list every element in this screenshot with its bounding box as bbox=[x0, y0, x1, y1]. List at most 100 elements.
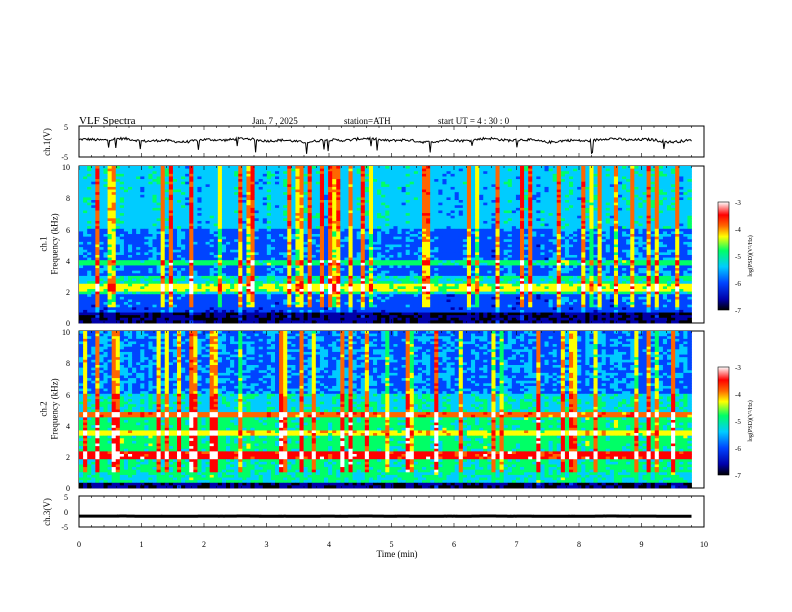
spectrogram-cell bbox=[246, 171, 251, 175]
spectrogram-cell bbox=[311, 168, 317, 172]
spectrogram-cell bbox=[279, 223, 284, 227]
spectrogram-cell bbox=[613, 186, 619, 190]
spectrogram-cell bbox=[495, 215, 500, 219]
spectrogram-cell bbox=[609, 205, 615, 209]
spectrogram-cell bbox=[654, 166, 660, 170]
spectrogram-cell bbox=[634, 166, 639, 170]
spectrogram-cell bbox=[475, 218, 480, 222]
spectrogram-cell bbox=[569, 210, 574, 214]
spectrogram-cell bbox=[99, 194, 104, 198]
spectrogram-cell bbox=[417, 202, 423, 206]
spectrogram-cell bbox=[303, 228, 309, 232]
spectrogram-cell bbox=[238, 226, 243, 230]
spectrogram-cell bbox=[548, 202, 554, 206]
spectrogram-cell bbox=[605, 200, 611, 204]
spectrogram-cell bbox=[552, 166, 558, 170]
spectrogram-cell bbox=[577, 247, 582, 251]
spectrogram-cell bbox=[671, 231, 676, 235]
spectrogram-cell bbox=[577, 236, 582, 240]
spectrogram-cell bbox=[209, 223, 215, 227]
spectrogram-cell bbox=[172, 215, 178, 219]
spectrogram-cell bbox=[381, 236, 386, 240]
spectrogram-cell bbox=[132, 239, 137, 243]
spectrogram-cell bbox=[230, 189, 235, 193]
spectrogram-cell bbox=[654, 194, 660, 198]
spectrogram-cell bbox=[352, 194, 358, 198]
spectrogram-cell bbox=[515, 207, 521, 211]
spectrogram-cell bbox=[189, 184, 194, 188]
spectrogram-cell bbox=[140, 176, 145, 180]
spectrogram-cell bbox=[201, 228, 206, 232]
spectrogram-cell bbox=[177, 247, 182, 251]
spectrogram-cell bbox=[634, 241, 639, 245]
spectrogram-cell bbox=[589, 179, 594, 183]
spectrogram-cell bbox=[450, 168, 456, 172]
spectrogram-cell bbox=[679, 241, 684, 245]
spectrogram-cell bbox=[532, 236, 537, 240]
spectrogram-cell bbox=[589, 213, 594, 217]
spectrogram-cell bbox=[364, 215, 370, 219]
spectrogram-cell bbox=[409, 223, 415, 227]
spectrogram-cell bbox=[315, 207, 321, 211]
spectrogram-cell bbox=[270, 249, 276, 253]
spectrogram-cell bbox=[434, 218, 439, 222]
spectrogram-cell bbox=[181, 205, 186, 209]
spectrogram-cell bbox=[152, 189, 157, 193]
spectrogram-cell bbox=[548, 228, 554, 232]
spectrogram-cell bbox=[295, 236, 300, 240]
spectrogram-cell bbox=[511, 207, 517, 211]
spectrogram-cell bbox=[238, 184, 243, 188]
spectrogram-cell bbox=[442, 231, 447, 235]
spectrogram-cell bbox=[450, 184, 456, 188]
spectrogram-cell bbox=[503, 202, 509, 206]
spectrogram-cell bbox=[540, 186, 545, 190]
spectrogram-cell bbox=[205, 236, 211, 240]
spectrogram-cell bbox=[181, 171, 186, 175]
spectrogram-cell bbox=[217, 202, 223, 206]
spectrogram-cell bbox=[507, 234, 513, 238]
spectrogram-cell bbox=[307, 223, 313, 227]
spectrogram-cell bbox=[156, 205, 162, 209]
spectrogram-cell bbox=[185, 171, 190, 175]
spectrogram-cell bbox=[520, 241, 525, 245]
spectrogram-cell bbox=[303, 166, 309, 170]
spectrogram-cell bbox=[540, 202, 545, 206]
spectrogram-cell bbox=[630, 176, 635, 180]
spectrogram-cell bbox=[430, 207, 435, 211]
spectrogram-cell bbox=[91, 168, 96, 172]
spectrogram-cell bbox=[213, 200, 219, 204]
spectrogram-cell bbox=[258, 223, 264, 227]
spectrogram-cell bbox=[181, 168, 186, 172]
spectrogram-cell bbox=[79, 176, 84, 180]
spectrogram-cell bbox=[409, 181, 415, 185]
spectrogram-cell bbox=[613, 189, 619, 193]
spectrogram-cell bbox=[544, 176, 549, 180]
spectrogram-cell bbox=[103, 197, 108, 201]
spectrogram-cell bbox=[83, 173, 88, 177]
spectrogram-cell bbox=[230, 179, 235, 183]
spectrogram-cell bbox=[475, 220, 480, 224]
spectrogram-cell bbox=[442, 197, 447, 201]
spectrogram-cell bbox=[348, 181, 353, 185]
spectrogram-cell bbox=[507, 210, 513, 214]
spectrogram-cell bbox=[573, 171, 578, 175]
spectrogram-cell bbox=[262, 166, 268, 170]
spectrogram-cell bbox=[524, 223, 529, 227]
spectrogram-cell bbox=[258, 244, 264, 248]
spectrogram-cell bbox=[589, 218, 594, 222]
spectrogram-cell bbox=[336, 234, 341, 238]
spectrogram-cell bbox=[332, 189, 337, 193]
spectrogram-cell bbox=[675, 200, 680, 204]
spectrogram-cell bbox=[499, 166, 505, 170]
spectrogram-cell bbox=[148, 200, 153, 204]
spectrogram-cell bbox=[226, 184, 231, 188]
spectrogram-cell bbox=[283, 166, 288, 170]
spectrogram-cell bbox=[401, 189, 407, 193]
spectrogram-cell bbox=[377, 236, 382, 240]
spectrogram-cell bbox=[99, 241, 104, 245]
spectrogram-cell bbox=[291, 213, 296, 217]
spectrogram-cell bbox=[405, 189, 411, 193]
spectrogram-cell bbox=[185, 166, 190, 170]
spectrogram-cell bbox=[528, 226, 533, 230]
spectrogram-cell bbox=[622, 207, 627, 211]
